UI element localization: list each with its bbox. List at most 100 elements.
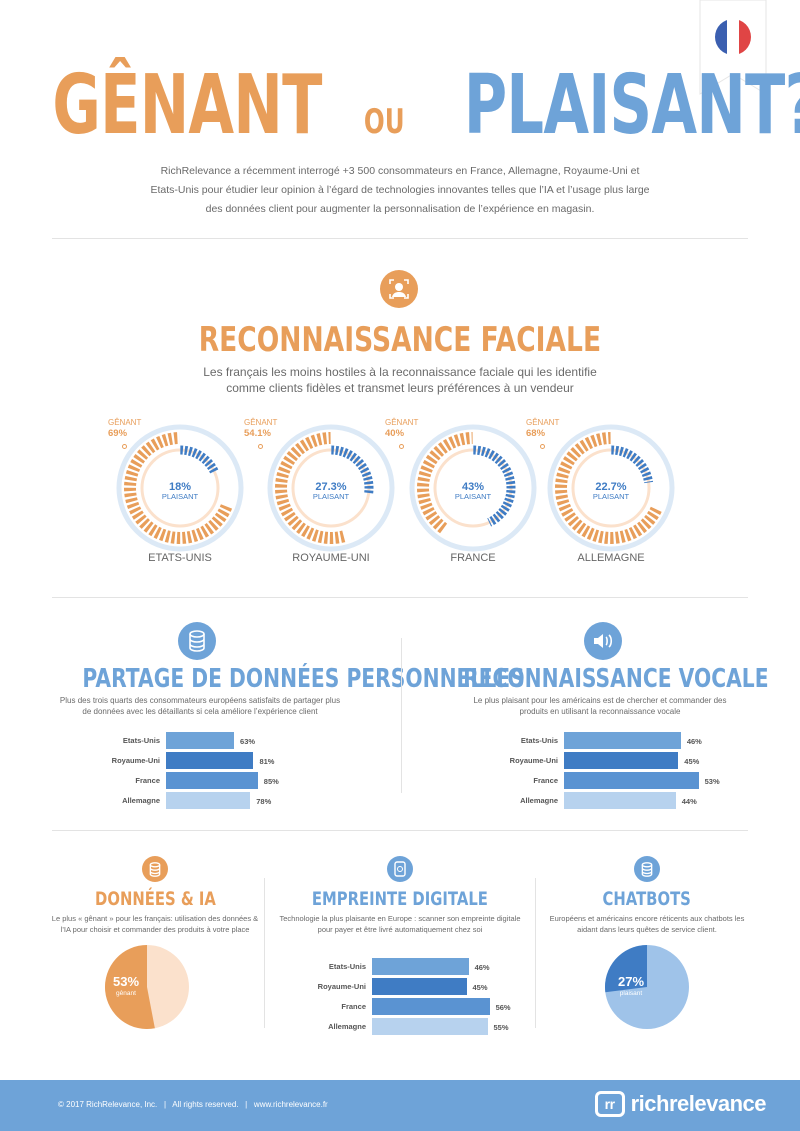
ai-pie-chart: 53%gênant: [105, 945, 189, 1029]
pie-main-slice: [105, 945, 155, 1029]
genant-title: GÊNANT: [108, 418, 142, 427]
bar-category-label: Allemagne: [520, 796, 558, 805]
voice-bar-chart: Etats-Unis 46% Royaume-Uni 45% France 53% Alle…: [473, 732, 773, 812]
footer-copyright: © 2017 RichRelevance, Inc. | All rights …: [58, 1100, 328, 1109]
fingerprint-subtitle: Technologie la plus plaisante en Europe …: [279, 914, 521, 934]
bar-row: France 56%: [276, 998, 516, 1015]
genant-label: GÊNANT 69%: [108, 417, 141, 439]
country-label: FRANCE: [450, 552, 496, 564]
divider: [52, 238, 748, 239]
divider: [52, 830, 748, 831]
genant-label: GÊNANT 40%: [385, 417, 418, 439]
vertical-separator: [401, 638, 402, 793]
face-scan-icon: [380, 270, 418, 308]
bar: [372, 958, 469, 975]
plaisant-arc: [331, 445, 374, 495]
facial-title: RECONNAISSANCE FACIALE: [198, 320, 602, 360]
bar-value-label: 46%: [474, 963, 490, 972]
page-title: GÊNANT OU PLAISANT?: [0, 58, 800, 153]
facial-gauge: 22.7%PLAISANT: [547, 424, 675, 552]
genant-leader: [122, 444, 127, 449]
bar-value-label: 63%: [240, 737, 256, 746]
bar-row: Royaume-Uni 81%: [75, 752, 375, 769]
plaisant-value: 43%: [462, 481, 484, 493]
genant-arc: [555, 432, 662, 544]
bar-value-label: 85%: [263, 777, 279, 786]
ai-title: DONNÉES & IA: [94, 888, 216, 910]
pie-series-label: plaisant: [620, 990, 643, 997]
genant-value: 69%: [108, 428, 128, 439]
bar: [564, 752, 679, 769]
country-label: ROYAUME-UNI: [292, 552, 370, 564]
bar-row: France 85%: [75, 772, 375, 789]
pie-value-label: 53%: [113, 974, 139, 989]
gauge-outer-ring: [116, 424, 244, 552]
plaisant-arc: [473, 445, 516, 527]
bar-category-label: Allemagne: [122, 796, 160, 805]
bar-row: France 53%: [473, 772, 773, 789]
bar-row: Allemagne 78%: [75, 792, 375, 809]
plaisant-value: 18%: [169, 481, 191, 493]
bar-value-label: 78%: [256, 797, 272, 806]
speaker-icon: [584, 622, 622, 660]
bar-category-label: Royaume-Uni: [111, 756, 160, 765]
bar-category-label: France: [135, 776, 160, 785]
bar: [166, 792, 251, 809]
genant-leader: [258, 444, 263, 449]
genant-arc: [124, 432, 233, 544]
logo-mark: rr: [594, 1091, 625, 1117]
facial-gauge: 43%PLAISANT: [409, 424, 537, 552]
bar-value-label: 46%: [686, 737, 702, 746]
bar-row: Etats-Unis 46%: [473, 732, 773, 749]
bar-category-label: Etats-Unis: [328, 962, 366, 971]
gauge-outer-ring: [267, 424, 395, 552]
bar-row: Allemagne 44%: [473, 792, 773, 809]
genant-arc: [417, 432, 473, 534]
voice-subtitle: Le plus plaisant pour les américains est…: [473, 696, 727, 716]
bar-category-label: France: [533, 776, 558, 785]
genant-value: 54.1%: [244, 428, 271, 439]
bar-value-label: 45%: [472, 983, 488, 992]
data-sharing-title: PARTAGE DE DONNÉES PERSONNELLES: [82, 664, 525, 694]
bar-value-label: 53%: [704, 777, 720, 786]
pie-main-slice: [605, 945, 647, 993]
database-icon: [178, 622, 216, 660]
plaisant-arc: [611, 445, 654, 484]
footer: © 2017 RichRelevance, Inc. | All rights …: [0, 1080, 800, 1131]
facial-gauge: 27.3%PLAISANT: [267, 424, 395, 552]
bar: [166, 732, 235, 749]
bar-category-label: Etats-Unis: [520, 736, 558, 745]
richrelevance-logo: rr richrelevance: [594, 1091, 767, 1117]
bar-row: Etats-Unis 63%: [75, 732, 375, 749]
genant-title: GÊNANT: [385, 418, 419, 427]
pie-series-label: gênant: [116, 990, 136, 997]
bar: [372, 1018, 488, 1035]
bar-category-label: Royaume-Uni: [317, 982, 366, 991]
french-flag-ribbon: [699, 0, 767, 95]
voice-title: RECONNAISSANCE VOCALE: [463, 664, 769, 694]
chatbots-title: CHATBOTS: [602, 888, 692, 910]
gauge-outer-ring: [409, 424, 537, 552]
title-plaisant: PLAISANT?: [464, 58, 800, 153]
bar: [372, 998, 490, 1015]
facial-subtitle: Les français les moins hostiles à la rec…: [203, 365, 597, 395]
fingerprint-title: EMPREINTE DIGITALE: [311, 888, 489, 910]
gauge-inner-ring: [140, 448, 220, 528]
genant-title: GÊNANT: [244, 418, 278, 427]
logo-text: richrelevance: [630, 1091, 767, 1116]
country-label: ETATS-UNIS: [148, 552, 212, 564]
bar: [564, 792, 676, 809]
bar-category-label: Royaume-Uni: [509, 756, 558, 765]
plaisant-value: 22.7%: [595, 481, 626, 493]
genant-title: GÊNANT: [526, 418, 560, 427]
bar: [166, 772, 258, 789]
fingerprint-bar-chart: Etats-Unis 46% Royaume-Uni 45% France 56% Alle…: [276, 958, 516, 1038]
gauge-outer-ring: [547, 424, 675, 552]
genant-value: 40%: [385, 428, 405, 439]
genant-leader: [399, 444, 404, 449]
bar-category-label: Etats-Unis: [122, 736, 160, 745]
country-label: ALLEMAGNE: [577, 552, 645, 564]
gauge-inner-ring: [571, 448, 651, 528]
bar-value-label: 81%: [259, 757, 275, 766]
phone-fingerprint-icon: [387, 856, 413, 882]
